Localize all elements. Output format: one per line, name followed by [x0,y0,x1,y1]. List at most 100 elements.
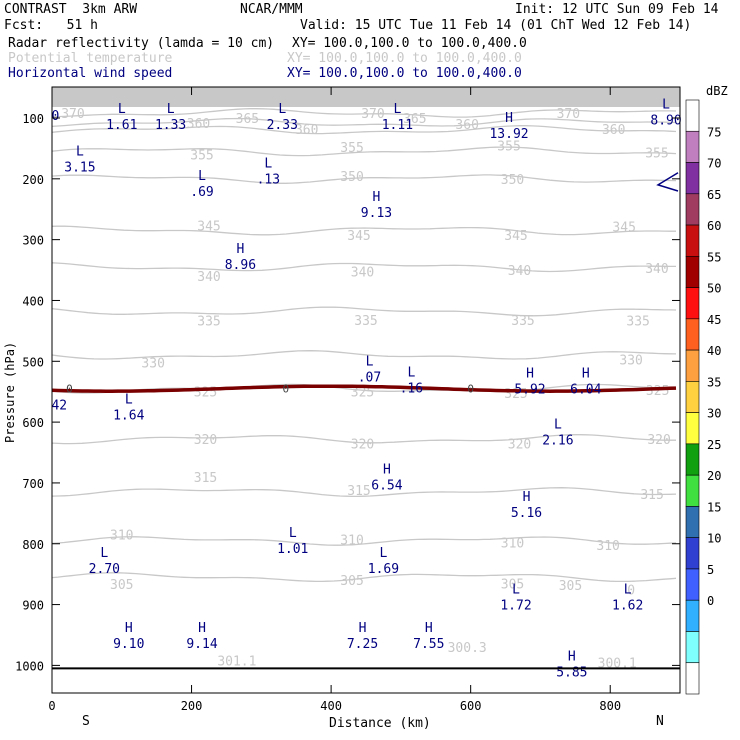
field-3-name: Horizontal wind speed [8,66,173,81]
field-2-name: Potential temperature [8,51,173,66]
wind-extremum: L.16 [400,365,423,396]
legend-level: 55 [707,250,721,264]
wind-extremum: L2.70 [89,546,120,577]
extremum-type: H [505,111,513,126]
theta-label: 305 [501,577,524,592]
y-tick-label: 800 [22,538,44,552]
theta-label: 0 [627,583,635,598]
extremum-type: L [118,102,126,117]
extremum-type: H [359,621,367,636]
extremum-value: .69 [190,185,213,200]
edge-value: 0 [51,109,59,124]
field-1-xy: XY= 100.0,100.0 to 100.0,400.0 [292,36,527,51]
x-tick-label: 0 [48,699,55,713]
extremum-type: H [125,621,133,636]
model-name: CONTRAST 3km ARW [4,2,138,17]
theta-label: 325 [351,386,374,401]
extremum-value: 6.54 [371,479,402,494]
theta-label: 320 [351,437,374,452]
legend-swatch [685,349,700,382]
isentrope-365 [51,117,677,128]
extremum-value: 2.70 [89,562,120,577]
extremum-type: L [380,546,388,561]
legend-level: 10 [707,532,721,546]
extremum-type: H [198,621,206,636]
legend-swatch [685,506,700,538]
wind-extremum: L1.61 [106,102,137,133]
y-tick-label: 900 [22,599,44,613]
legend-swatch [685,224,700,257]
forecast-hour: Fcst: 51 h [4,18,98,33]
theta-label: 365 [403,112,426,127]
theta-label: 355 [190,148,213,163]
wind-extremum: L1.69 [368,546,399,577]
extremum-value: 1.62 [612,598,643,613]
extremum-type: L [278,102,286,117]
wind-extremum: L1.62 [612,582,643,613]
theta-label: 355 [645,147,668,162]
valid-time: Valid: 15 UTC Tue 11 Feb 14 (01 ChT Wed … [300,18,692,33]
legend-swatch [685,474,700,507]
legend-swatch [685,130,700,163]
theta-label: 350 [340,170,363,185]
theta-label: 360 [295,123,318,138]
wind-extremum: H6.54 [371,463,402,494]
extremum-type: L [167,102,175,117]
wind-extremum: L1.01 [277,526,308,557]
upper-band [52,87,680,107]
theta-label: 335 [354,314,377,329]
legend-level: 15 [707,500,721,514]
legend-level: 70 [707,157,721,171]
theta-label: 320 [647,433,670,448]
legend-swatch [685,256,700,288]
theta-label: 330 [619,353,642,368]
y-tick-label: 500 [22,355,44,369]
extremum-type: L [512,582,520,597]
extremum-value: 7.25 [347,637,378,652]
isentrope-310 [51,536,677,546]
theta-label: 340 [645,262,668,277]
wind-extremum: H9.14 [186,621,217,652]
extremum-type: H [425,621,433,636]
legend-level: 45 [707,313,721,327]
isentrope-325 [51,383,676,394]
extremum-type: L [264,157,272,172]
extremum-value: 13.92 [489,127,528,142]
init-time: Init: 12 UTC Sun 09 Feb 14 [515,2,719,17]
theta-label: 335 [197,315,220,330]
legend-swatch [685,599,700,632]
wind-extremum: L8.90 [650,98,681,129]
extremum-value: 1.11 [382,118,413,133]
y-tick-label: 600 [22,416,44,430]
legend-swatch [685,318,700,351]
isentrope-355 [51,146,677,157]
wind-extremum: H7.55 [413,621,444,652]
extremum-type: L [289,526,297,541]
legend-level: 0 [707,594,714,608]
theta-label: 360 [602,123,625,138]
theta-label: 305 [340,574,363,589]
extremum-value: 2.16 [542,434,573,449]
isentrope-345 [51,225,676,236]
wind-extremum: L1.72 [500,582,531,613]
theta-label: 370 [557,107,580,122]
extremum-value: 1.33 [155,118,186,133]
isentrope-350 [51,174,677,184]
theta-label: 305 [110,578,133,593]
extremum-value: 7.55 [413,637,444,652]
theta-label: 355 [340,141,363,156]
wind-extremum: H13.92 [489,111,528,142]
theta-label: 335 [511,314,534,329]
wind-extremum: H7.25 [347,621,378,652]
y-tick-label: 200 [22,173,44,187]
wind-contour [656,172,679,192]
isentrope-315 [51,487,677,498]
wind-extremum: L.69 [190,169,213,200]
theta-label: 310 [596,539,619,554]
extremum-value: 8.90 [650,114,681,129]
theta-label: 330 [141,357,164,372]
extremum-value: 8.96 [225,258,256,273]
isentrope-330 [51,350,677,360]
y-tick-label: 400 [22,294,44,308]
extremum-type: H [582,367,590,382]
